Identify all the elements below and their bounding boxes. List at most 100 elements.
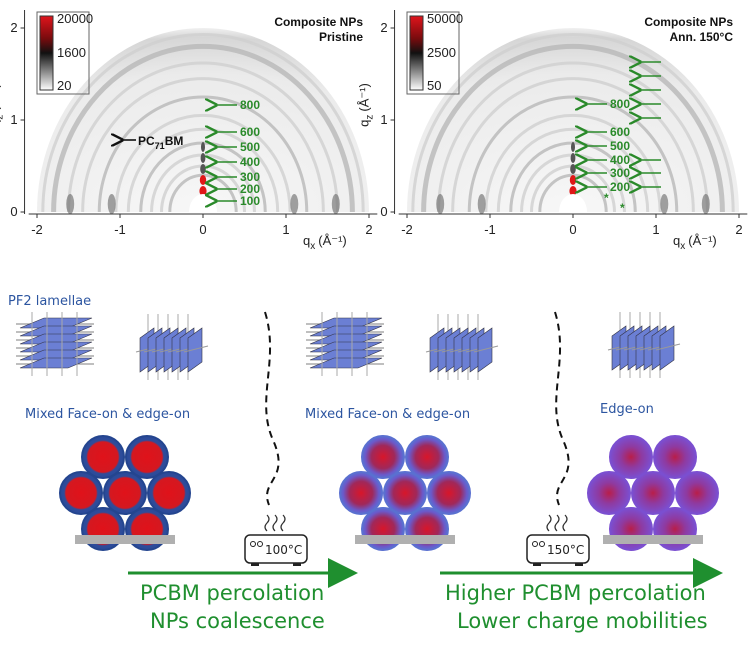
nanoparticle — [653, 435, 697, 479]
heater-knob — [250, 541, 256, 547]
process-divider — [554, 311, 570, 506]
diffraction-spot — [66, 194, 75, 214]
peak-label: 800 — [610, 97, 630, 111]
peak-label: 200 — [610, 180, 630, 194]
peak-marker: * — [620, 201, 625, 215]
process-text: Lower charge mobilities — [457, 609, 708, 633]
process-text: NPs coalescence — [150, 609, 325, 633]
lamella — [659, 325, 675, 371]
peak-label: 200 — [240, 182, 260, 196]
heat-wave — [562, 514, 568, 532]
symbol: q — [303, 233, 310, 248]
panel-title: Composite NPs — [274, 15, 363, 29]
diffraction-spot — [701, 194, 710, 214]
peak-label: 300 — [240, 170, 260, 184]
panel-title: Ann. 150°C — [670, 30, 734, 44]
diffraction-ring — [421, 43, 725, 213]
x-tick-label: -2 — [401, 222, 413, 237]
heater-knob — [532, 541, 538, 547]
bragg-peak — [200, 164, 206, 174]
peak-label: 500 — [610, 139, 630, 153]
bragg-peak — [569, 175, 577, 185]
bragg-peak — [570, 153, 576, 163]
unit: (Å⁻¹) — [688, 233, 717, 248]
diffraction-ring — [97, 95, 309, 213]
peak-label: 300 — [610, 166, 630, 180]
heater — [526, 514, 590, 566]
symbol: q — [673, 233, 680, 248]
peak-marker: * — [604, 191, 609, 205]
nanoparticle — [609, 435, 653, 479]
x-axis-label: qx (Å⁻¹) — [303, 233, 347, 252]
panel-title: Composite NPs — [644, 15, 733, 29]
nanoparticle-cluster — [59, 435, 191, 551]
subscript: z — [0, 115, 6, 120]
y-tick-label: 2 — [380, 20, 387, 35]
diffraction-ring — [81, 77, 325, 213]
heater-foot — [293, 563, 301, 566]
y-axis-label: qz (Å⁻¹) — [0, 83, 6, 127]
diffraction-ring — [411, 33, 735, 213]
beam-stop — [559, 194, 587, 230]
nanoparticle — [631, 471, 675, 515]
heat-wave — [264, 514, 270, 532]
heater-foot — [533, 563, 541, 566]
heat-wave — [280, 514, 286, 532]
peak-label: 600 — [610, 125, 630, 139]
heater-foot — [575, 563, 583, 566]
nanoparticle-cluster — [339, 435, 471, 551]
colorbar-label: 50000 — [427, 11, 463, 26]
nanoparticle — [81, 435, 125, 479]
heat-wave — [554, 514, 560, 532]
y-tick-label: 2 — [10, 20, 17, 35]
lamella — [19, 357, 93, 369]
x-tick-label: 1 — [282, 222, 289, 237]
bragg-peak — [199, 186, 207, 196]
x-tick-label: 0 — [199, 222, 206, 237]
diffraction-ring — [114, 113, 292, 213]
substrate — [603, 535, 703, 544]
peak-label: 400 — [610, 153, 630, 167]
nanoparticle-cluster — [587, 435, 719, 551]
annotation: PC71BM — [138, 134, 183, 151]
bragg-peak — [200, 153, 206, 163]
diffraction-ring — [67, 61, 339, 213]
heat-wave — [546, 514, 552, 532]
x-tick-label: 2 — [735, 222, 742, 237]
x-tick-label: -2 — [31, 222, 43, 237]
edge-on-lamellae — [135, 314, 209, 380]
colorbar — [39, 15, 54, 91]
orientation-label: Edge-on — [600, 402, 654, 417]
colorbar-label: 20000 — [57, 11, 93, 26]
orientation-label: Mixed Face-on & edge-on — [305, 407, 470, 422]
giwaxs-panel — [390, 10, 748, 230]
heater-knob — [257, 541, 263, 547]
y-tick-label: 0 — [380, 204, 387, 219]
unit: (Å⁻¹) — [357, 83, 372, 112]
heater-knob — [539, 541, 545, 547]
temperature-label: 150°C — [547, 543, 584, 557]
suffix: BM — [165, 134, 184, 148]
nanoparticle — [383, 471, 427, 515]
nanoparticle — [103, 471, 147, 515]
x-tick-label: -1 — [114, 222, 126, 237]
panel-title: Pristine — [319, 30, 363, 44]
diffraction-ring — [467, 95, 679, 213]
nanoparticle — [125, 435, 169, 479]
nanoparticle — [339, 471, 383, 515]
diffraction-spot — [290, 194, 299, 214]
orientation-label: Mixed Face-on & edge-on — [25, 407, 190, 422]
heater — [244, 514, 308, 566]
nanoparticle — [361, 435, 405, 479]
chain — [473, 345, 499, 353]
y-tick-label: 1 — [10, 112, 17, 127]
diffraction-spot — [331, 194, 340, 214]
nanoparticle — [587, 471, 631, 515]
colorbar-frame — [406, 11, 460, 95]
peak-label: 600 — [240, 125, 260, 139]
diffraction-spot — [477, 194, 486, 214]
x-tick-label: 0 — [569, 222, 576, 237]
diffraction-ring — [51, 43, 355, 213]
peak-label: 100 — [240, 194, 260, 208]
